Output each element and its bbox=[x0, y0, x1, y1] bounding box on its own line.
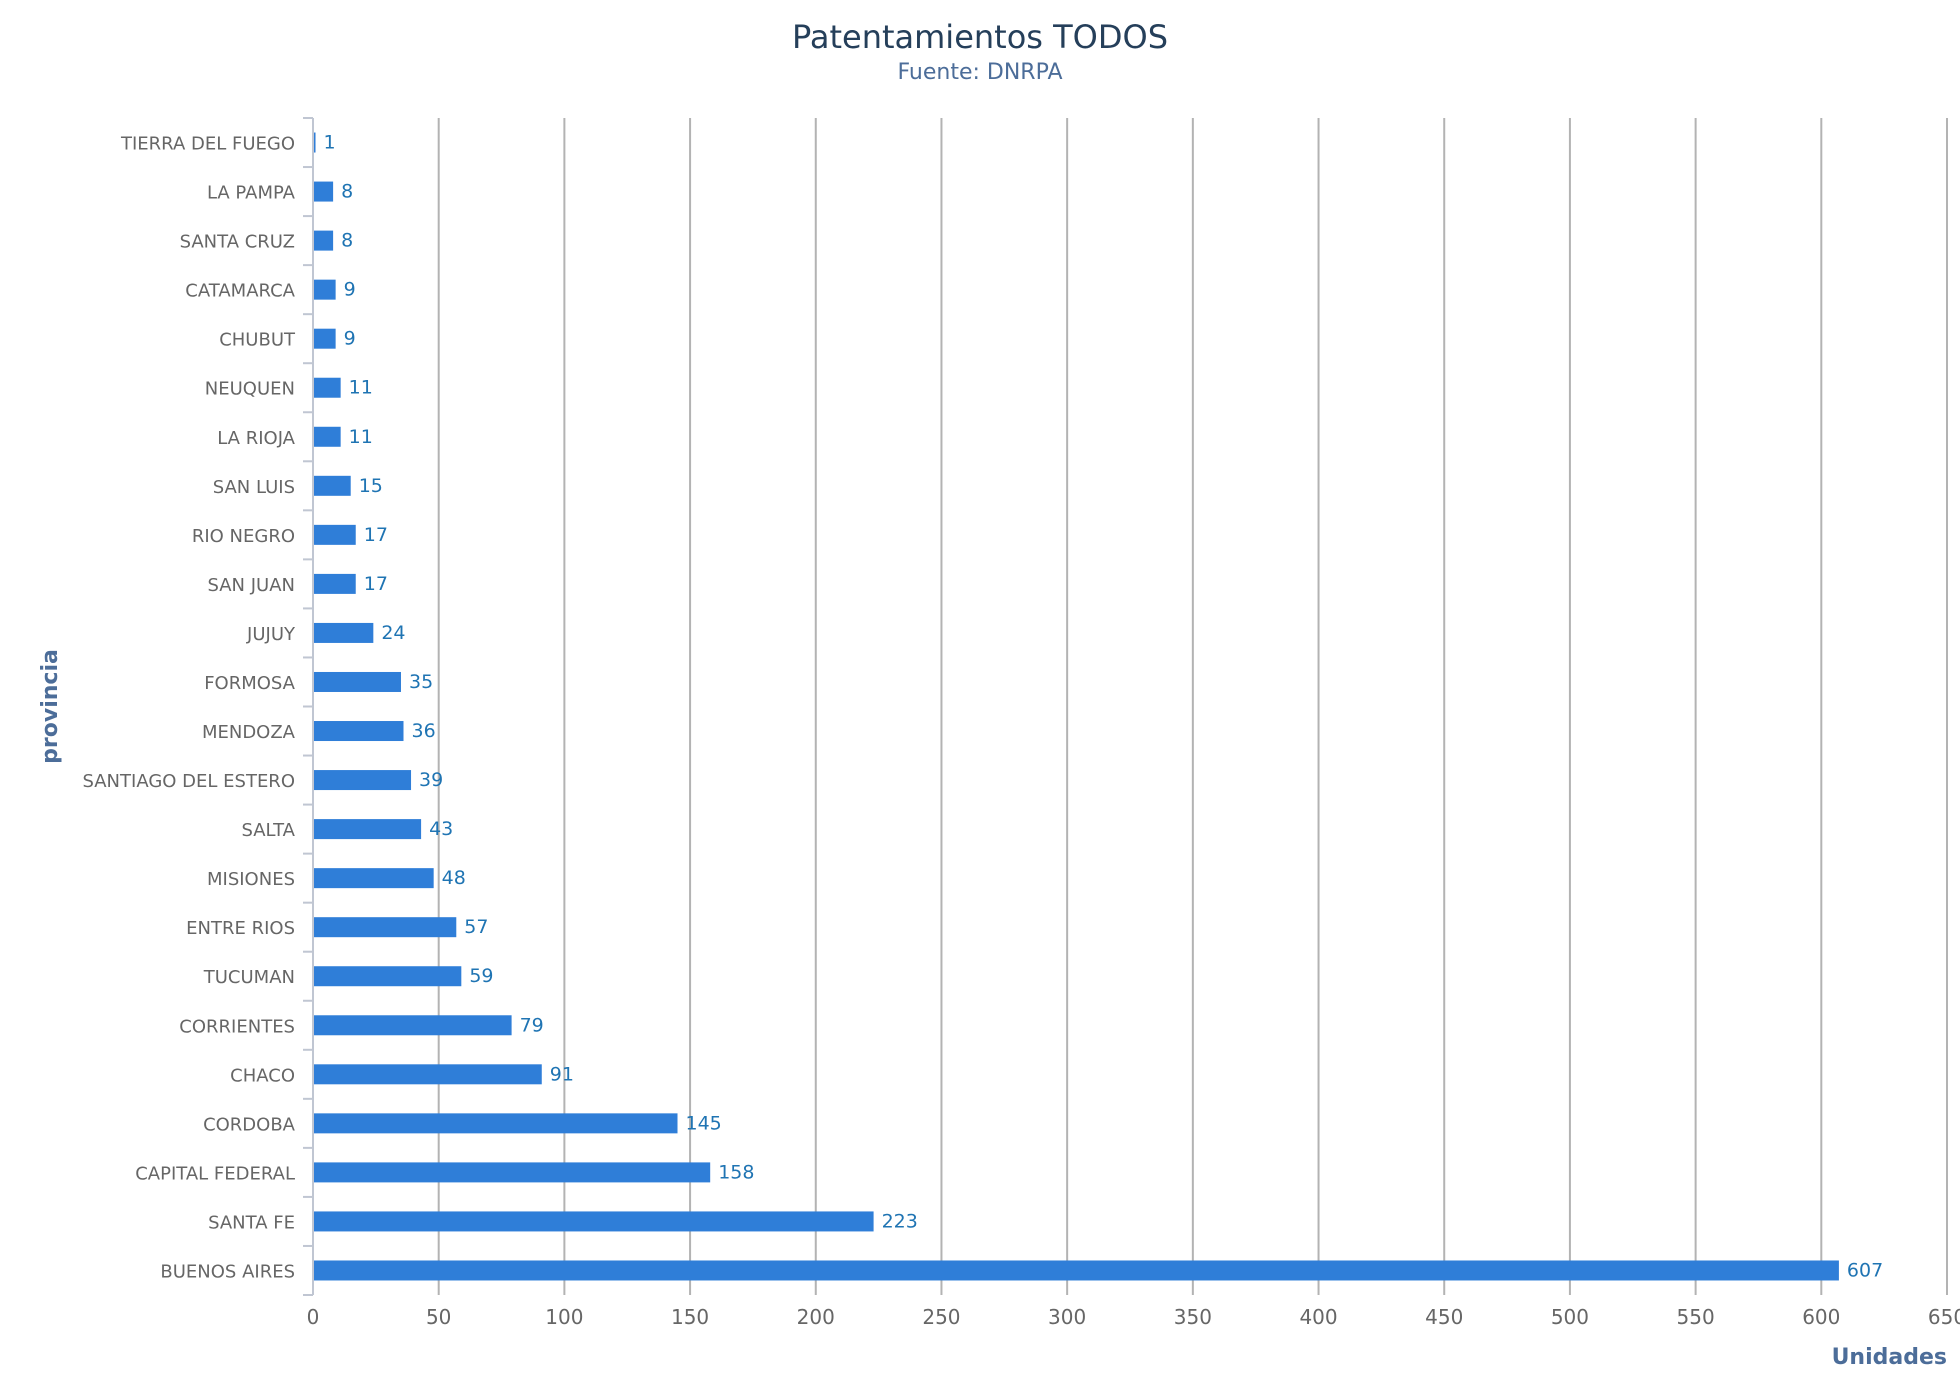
category-label: SALTA bbox=[241, 820, 295, 841]
category-label: CHACO bbox=[230, 1065, 295, 1086]
data-label: 607 bbox=[1847, 1259, 1883, 1281]
bar bbox=[313, 671, 401, 692]
x-tick-label: 300 bbox=[1048, 1305, 1086, 1329]
bars: 1 8 8 9 9 11 11 15 17 17 24 35 36 39 43 48 57 59 79 91 145 15… bbox=[313, 132, 1883, 1281]
bar bbox=[313, 573, 356, 594]
x-tick-label: 350 bbox=[1174, 1305, 1212, 1329]
x-tick-label: 250 bbox=[922, 1305, 960, 1329]
bar bbox=[313, 1113, 678, 1134]
data-label: 15 bbox=[359, 475, 383, 497]
data-label: 43 bbox=[429, 818, 453, 840]
category-label: ENTRE RIOS bbox=[186, 918, 295, 939]
data-label: 223 bbox=[882, 1210, 918, 1232]
category-label: LA RIOJA bbox=[217, 428, 295, 449]
category-label: CATAMARCA bbox=[185, 281, 295, 302]
data-label: 17 bbox=[364, 524, 388, 546]
data-label: 17 bbox=[364, 573, 388, 595]
data-label: 158 bbox=[718, 1161, 754, 1183]
data-label: 36 bbox=[411, 720, 435, 742]
data-label: 57 bbox=[464, 916, 488, 938]
bar bbox=[313, 721, 404, 742]
category-label: SAN JUAN bbox=[207, 575, 295, 596]
x-tick-label: 450 bbox=[1425, 1305, 1463, 1329]
x-tick-label: 200 bbox=[797, 1305, 835, 1329]
category-label: CORDOBA bbox=[203, 1114, 296, 1135]
bar bbox=[313, 868, 434, 889]
bar bbox=[313, 1015, 512, 1036]
bar bbox=[313, 966, 462, 987]
data-label: 145 bbox=[686, 1112, 722, 1134]
bar bbox=[313, 377, 341, 398]
data-label: 11 bbox=[349, 426, 373, 448]
x-tick-label: 650 bbox=[1928, 1305, 1960, 1329]
x-tick-label: 600 bbox=[1802, 1305, 1840, 1329]
bar bbox=[313, 1162, 711, 1183]
data-label: 9 bbox=[344, 279, 356, 301]
bar bbox=[313, 917, 457, 938]
bar bbox=[313, 475, 351, 496]
bar bbox=[313, 1211, 874, 1232]
category-label: CHUBUT bbox=[219, 330, 296, 351]
category-label: FORMOSA bbox=[204, 673, 295, 694]
data-label: 91 bbox=[550, 1063, 574, 1085]
data-label: 59 bbox=[469, 965, 493, 987]
category-label: MISIONES bbox=[207, 869, 295, 890]
category-label: MENDOZA bbox=[202, 722, 296, 743]
chart-subtitle: Fuente: DNRPA bbox=[897, 60, 1063, 85]
bar bbox=[313, 819, 422, 840]
bar bbox=[313, 279, 336, 300]
x-tick-label: 100 bbox=[545, 1305, 583, 1329]
category-label: CAPITAL FEDERAL bbox=[135, 1163, 295, 1184]
x-tick-label: 550 bbox=[1677, 1305, 1715, 1329]
category-label: TUCUMAN bbox=[203, 967, 295, 988]
data-label: 8 bbox=[341, 230, 353, 252]
x-axis-title: Unidades bbox=[1832, 1345, 1947, 1370]
category-label: SANTA CRUZ bbox=[180, 232, 295, 253]
x-tick-label: 400 bbox=[1299, 1305, 1337, 1329]
x-tick-label: 50 bbox=[426, 1305, 451, 1329]
data-label: 24 bbox=[381, 622, 405, 644]
data-label: 35 bbox=[409, 671, 433, 693]
data-label: 79 bbox=[520, 1014, 544, 1036]
category-label: SANTA FE bbox=[208, 1212, 295, 1233]
axes: 0 50 100 150 200 250 300 350 400 450 500 550 600 650 T… bbox=[82, 117, 1960, 1329]
bar bbox=[313, 230, 334, 251]
bar bbox=[313, 132, 316, 153]
category-label: RIO NEGRO bbox=[192, 526, 295, 547]
x-tick-label: 0 bbox=[307, 1305, 320, 1329]
data-label: 9 bbox=[344, 328, 356, 350]
bar bbox=[313, 426, 341, 447]
bar bbox=[313, 1064, 542, 1085]
chart-title: Patentamientos TODOS bbox=[791, 18, 1168, 56]
data-label: 8 bbox=[341, 181, 353, 203]
category-label: TIERRA DEL FUEGO bbox=[120, 134, 295, 155]
category-label: CORRIENTES bbox=[179, 1016, 295, 1037]
y-axis-title: provincia bbox=[38, 649, 63, 764]
category-label: JUJUY bbox=[246, 624, 296, 645]
x-tick-label: 500 bbox=[1551, 1305, 1589, 1329]
data-label: 48 bbox=[442, 867, 466, 889]
category-label: SAN LUIS bbox=[213, 477, 295, 498]
bar bbox=[313, 770, 412, 791]
bar bbox=[313, 1260, 1839, 1281]
bar bbox=[313, 181, 334, 202]
grid-lines bbox=[437, 118, 1948, 1295]
x-tick-label: 150 bbox=[671, 1305, 709, 1329]
category-label: LA PAMPA bbox=[207, 183, 296, 204]
bar bbox=[313, 524, 356, 545]
bar bbox=[313, 328, 336, 349]
category-label: NEUQUEN bbox=[205, 379, 295, 400]
category-label: SANTIAGO DEL ESTERO bbox=[82, 771, 295, 792]
data-label: 1 bbox=[324, 132, 336, 154]
data-label: 39 bbox=[419, 769, 443, 791]
bar bbox=[313, 622, 374, 643]
category-label: BUENOS AIRES bbox=[160, 1261, 295, 1282]
data-label: 11 bbox=[349, 377, 373, 399]
